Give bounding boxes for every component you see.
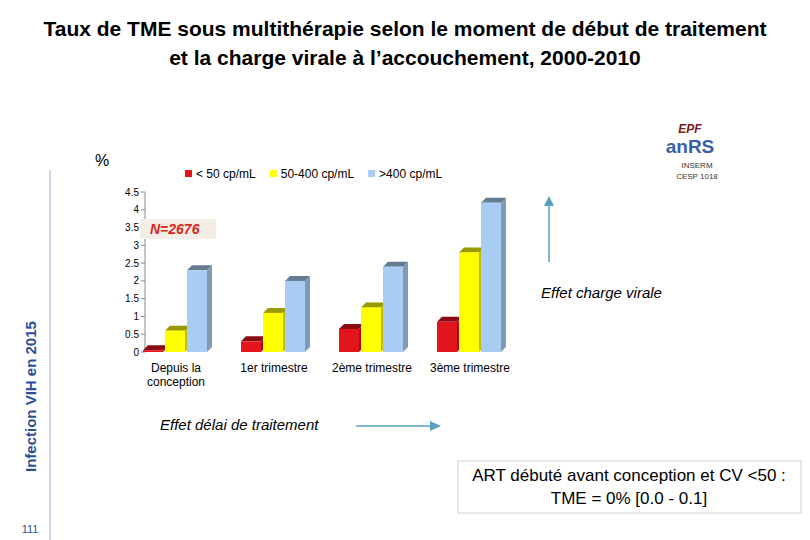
bar bbox=[187, 270, 207, 352]
y-tick-label: 1 bbox=[133, 311, 139, 322]
bar-top bbox=[165, 326, 190, 331]
bars bbox=[143, 198, 506, 352]
bar-top bbox=[187, 265, 212, 270]
bar bbox=[263, 313, 283, 352]
side-label: Infection VIH en 2015 bbox=[22, 321, 39, 472]
title: Taux de TME sous multithérapie selon le … bbox=[35, 14, 775, 72]
x-tick-label: 3ème trimestre bbox=[422, 361, 518, 375]
y-tick bbox=[141, 316, 145, 317]
logo-org: INSERM bbox=[681, 161, 712, 170]
x-tick-label: Depuis la conception bbox=[128, 361, 224, 389]
bar bbox=[481, 203, 501, 352]
page-number: 111 bbox=[22, 523, 39, 535]
bar-top bbox=[361, 303, 386, 308]
bar-top bbox=[339, 324, 364, 329]
y-tick bbox=[141, 192, 145, 193]
n-box bbox=[140, 219, 216, 239]
chart-svg: Infection VIH en 2015 111 EPFanRS INSERM CES… bbox=[0, 0, 810, 540]
bar-side bbox=[501, 198, 506, 352]
y-tick-label: 3.5 bbox=[125, 222, 139, 233]
side-rule bbox=[50, 170, 51, 540]
annotation-viral-load: Effet charge virale bbox=[541, 284, 662, 301]
bar bbox=[143, 350, 163, 352]
logo-anrs: anRS bbox=[666, 136, 715, 157]
bar bbox=[437, 322, 457, 352]
bar bbox=[459, 252, 479, 352]
bar bbox=[361, 308, 381, 352]
bar-top bbox=[481, 198, 506, 203]
bar bbox=[241, 341, 261, 352]
arrow-shaft bbox=[356, 425, 432, 427]
annotation-note: ART débuté avant conception et CV <50 : … bbox=[464, 464, 794, 510]
y-tick bbox=[141, 280, 145, 281]
y-tick bbox=[141, 298, 145, 299]
y-tick-label: 4 bbox=[133, 204, 139, 215]
bar-top bbox=[263, 308, 288, 313]
bar-side bbox=[207, 265, 212, 352]
y-tick-label: 1.5 bbox=[125, 293, 139, 304]
legend-label: < 50 cp/mL bbox=[196, 167, 256, 181]
y-tick-label: 0.5 bbox=[125, 329, 139, 340]
logo-epf: EPF bbox=[678, 122, 702, 136]
y-tick-label: 4.5 bbox=[125, 187, 139, 198]
bar-top bbox=[437, 317, 462, 322]
legend-swatch bbox=[270, 170, 277, 177]
bar-top bbox=[285, 276, 310, 281]
annotation-n: N=2676 bbox=[150, 221, 200, 237]
note-box bbox=[458, 461, 801, 513]
y-tick-label: 2.5 bbox=[125, 258, 139, 269]
y-tick-label: 0 bbox=[133, 347, 139, 358]
y-tick bbox=[141, 263, 145, 264]
x-tick-label: 1er trimestre bbox=[226, 361, 322, 375]
annotation-delay: Effet délai de traitement bbox=[160, 416, 319, 433]
y-axis-line bbox=[145, 192, 146, 352]
y-tick-label: 2 bbox=[133, 275, 139, 286]
page: html, body { margin: 0; padding: 0; back… bbox=[0, 0, 810, 540]
legend-label: 50-400 cp/mL bbox=[281, 167, 355, 181]
arrow-head bbox=[430, 421, 441, 431]
x-tick-label: 2ème trimestre bbox=[324, 361, 420, 375]
arrow-head bbox=[544, 196, 554, 206]
y-tick-label: 3 bbox=[133, 240, 139, 251]
bar-top bbox=[459, 247, 484, 252]
arrow-shaft bbox=[548, 204, 550, 262]
bar-side bbox=[403, 262, 408, 352]
legend-swatch bbox=[185, 170, 192, 177]
y-tick bbox=[141, 245, 145, 246]
bar-top bbox=[143, 345, 168, 350]
legend-label: >400 cp/mL bbox=[379, 167, 442, 181]
bar bbox=[285, 281, 305, 352]
bar bbox=[165, 331, 185, 352]
bar bbox=[383, 267, 403, 352]
y-tick bbox=[141, 334, 145, 335]
bar-side bbox=[305, 276, 310, 352]
bar bbox=[339, 329, 359, 352]
bar-top bbox=[241, 336, 266, 341]
bar-top bbox=[383, 262, 408, 267]
legend-swatch bbox=[368, 170, 375, 177]
y-axis-label: % bbox=[95, 152, 109, 169]
logo-unit: CESP 1018 bbox=[676, 172, 718, 181]
y-tick bbox=[141, 209, 145, 210]
page-body: {"chart_data": {"type": "bar", "title": … bbox=[0, 0, 810, 540]
